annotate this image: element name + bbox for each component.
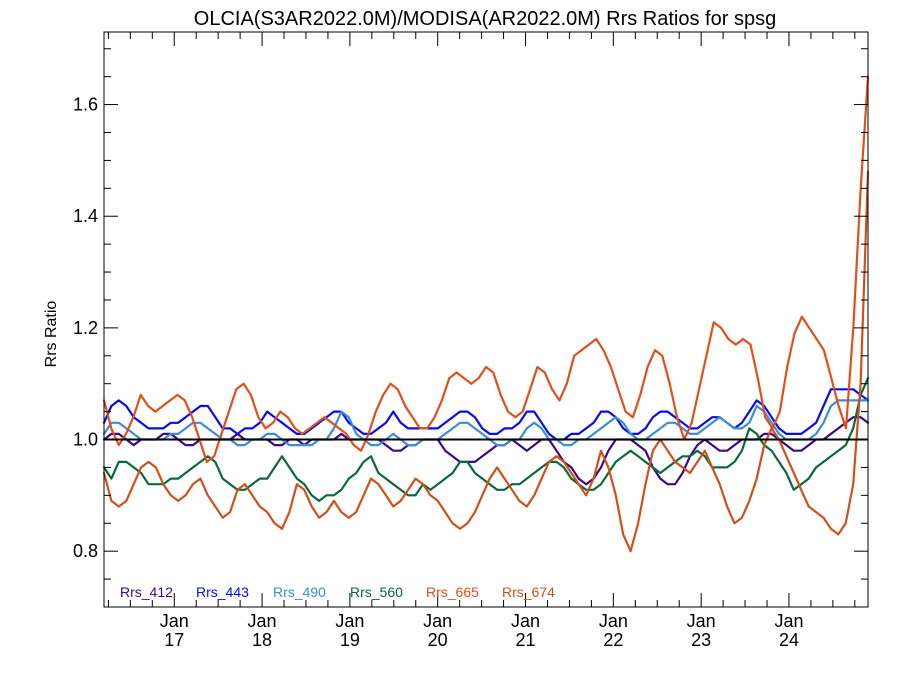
chart-title: OLCIA(S3AR2022.0M)/MODISA(AR2022.0M) Rrs…: [194, 8, 776, 30]
series-line-rrs-674: [102, 170, 870, 553]
series-line-rrs-665: [102, 75, 870, 463]
legend-entry-rrs-443: Rrs_443: [196, 584, 249, 600]
legend-entry-rrs-665: Rrs_665: [426, 584, 479, 600]
plot-frame: [103, 31, 869, 608]
series-line-rrs-443: [102, 388, 870, 441]
y-axis-label: Rrs Ratio: [43, 301, 60, 368]
legend-entry-rrs-490: Rrs_490: [273, 584, 326, 600]
x-tick-label-year: 22: [603, 630, 623, 650]
legend-entry-rrs-560: Rrs_560: [350, 584, 403, 600]
x-tick-label: Jan: [160, 611, 189, 631]
x-tick-label: Jan: [335, 611, 364, 631]
x-tick-label: Jan: [774, 611, 803, 631]
legend-entry-rrs-674: Rrs_674: [502, 584, 555, 600]
y-tick-label: 1.4: [73, 206, 98, 226]
x-tick-label-year: 20: [428, 630, 448, 650]
y-tick-label: 0.8: [73, 541, 98, 561]
x-tick-label-year: 18: [252, 630, 272, 650]
x-tick-label: Jan: [423, 611, 452, 631]
axes: 0.81.01.21.41.6Jan17Jan18Jan19Jan20Jan21…: [73, 31, 869, 650]
x-tick-label-year: 21: [516, 630, 536, 650]
x-tick-label: Jan: [687, 611, 716, 631]
x-tick-label-year: 19: [340, 630, 360, 650]
x-tick-label-year: 23: [691, 630, 711, 650]
legend: Rrs_412 Rrs_443 Rrs_490 Rrs_560 Rrs_665 Rrs_6…: [120, 584, 555, 600]
x-tick-label-year: 24: [779, 630, 799, 650]
x-tick-label-year: 17: [164, 630, 184, 650]
series-line-rrs-412: [102, 416, 870, 486]
x-tick-label: Jan: [511, 611, 540, 631]
x-tick-label: Jan: [599, 611, 628, 631]
y-tick-label: 1.2: [73, 318, 98, 338]
legend-entry-rrs-412: Rrs_412: [120, 584, 173, 600]
series-line-rrs-560: [102, 377, 870, 502]
x-tick-label: Jan: [248, 611, 277, 631]
y-tick-label: 1.6: [73, 95, 98, 115]
plot-area: [102, 75, 870, 553]
y-tick-label: 1.0: [73, 430, 98, 450]
